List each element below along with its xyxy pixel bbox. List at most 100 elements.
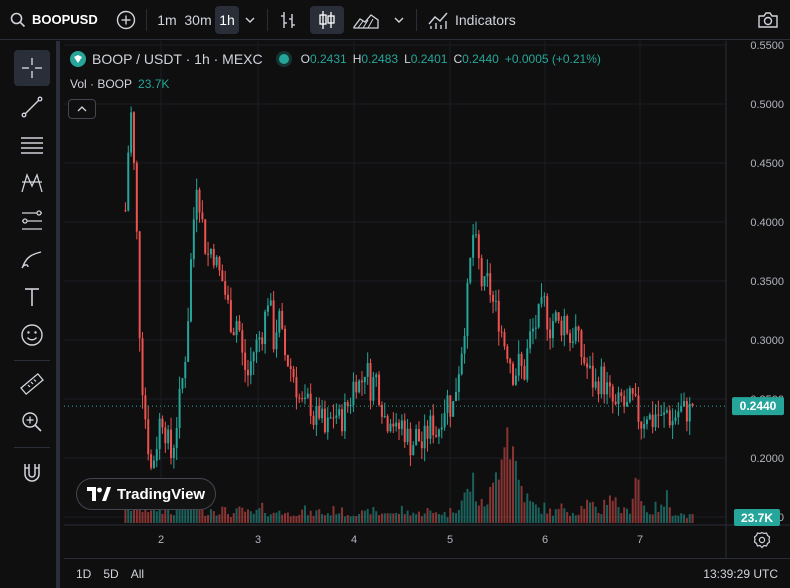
interval-1h[interactable]: 1h [215,5,239,34]
candle-body [164,427,167,444]
volume-bar [326,513,329,523]
volume-bar [648,514,651,523]
volume-bar [688,514,691,523]
magnet-tool[interactable] [14,455,50,491]
candle-body [628,388,631,402]
candle-body [580,330,583,358]
volume-bar [201,506,204,523]
chart-pane[interactable]: 0.55000.50000.45000.40000.35000.30000.25… [64,41,790,588]
pattern-tool[interactable] [14,165,50,201]
volume-bar [284,513,287,523]
range-5d-button[interactable]: 5D [103,566,119,581]
volume-bar [147,512,150,523]
volume-bar [588,502,591,523]
volume-bar [571,512,574,523]
compare-symbol-button[interactable] [112,6,140,34]
candle-body [298,397,301,399]
time-tick-label: 7 [637,534,643,546]
collapse-legend-button[interactable] [68,99,96,119]
volume-bar [215,515,218,523]
candle-body [534,327,537,329]
volume-bar [135,504,138,523]
volume-bar [683,514,686,523]
current-price-badge [732,397,784,416]
magnet-icon [24,464,40,482]
candle-body [640,421,643,429]
volume-bar [608,495,611,523]
candle-body [167,429,170,444]
candle-body [138,231,141,339]
volume-bar [227,514,230,523]
volume-bar [443,511,446,523]
candle-body [386,416,389,432]
volume-bar [258,508,261,523]
volume-bar [298,514,301,523]
candle-body [403,420,406,443]
volume-bar [398,513,401,523]
candle-body [229,300,232,333]
interval-1m[interactable]: 1m [157,11,177,28]
volume-bar [238,506,241,523]
symbol-search[interactable]: BOOPUSD [10,6,100,34]
utc-clock[interactable]: 13:39:29 UTC [703,566,778,581]
brush-tool[interactable] [14,241,50,277]
volume-bar [449,508,452,523]
volume-bar [606,504,609,523]
volume-bar [164,503,167,523]
brush-icon [21,251,42,269]
candle-body [626,401,629,407]
candle-body [540,297,543,304]
volume-bar [494,472,497,523]
volume-bar [301,509,304,523]
candle-body [321,408,324,419]
volume-bar [275,512,278,523]
trend-line-tool[interactable] [14,89,50,125]
candle-body [449,395,452,417]
tradingview-logo[interactable]: TradingView [76,478,217,510]
area-style-button[interactable] [350,6,382,34]
volume-bar [415,514,418,523]
crosshair-tool[interactable] [14,50,50,86]
volume-bar [417,511,420,523]
volume-bar [506,427,509,523]
volume-bar [440,514,443,523]
chart-type-dropdown[interactable] [388,6,410,34]
candle-body [150,454,153,468]
candle-body [252,352,255,362]
indicators-button[interactable]: Indicators [423,6,520,34]
candle-body [620,392,623,397]
measure-tool[interactable] [14,366,50,402]
candle-body [383,416,386,418]
interval-30m[interactable]: 30m [184,11,212,28]
zoom-tool[interactable] [14,404,50,440]
interval-dropdown[interactable] [239,6,261,34]
price-tick-label: 0.5500 [750,41,784,52]
emoji-tool[interactable] [14,317,50,353]
fib-tool[interactable] [14,127,50,163]
volume-bar [172,515,175,523]
candle-body [415,429,418,446]
range-all-button[interactable]: All [130,566,145,581]
candlestick-chart[interactable]: 0.55000.50000.45000.40000.35000.30000.25… [64,41,790,558]
volume-bar [124,502,127,523]
price-tick-label: 0.3500 [750,276,784,288]
prediction-tool[interactable] [14,203,50,239]
volume-bar [218,514,221,523]
bars-style-button[interactable] [274,6,302,34]
volume-bar [489,486,492,523]
candle-body [372,377,375,401]
candles-style-button[interactable] [310,5,344,34]
candle-body [583,357,586,364]
volume-bar [355,516,358,523]
time-tick-label: 3 [255,534,261,546]
candle-body [603,366,606,395]
ruler-icon [20,372,44,396]
volume-bar [292,515,295,523]
range-1d-button[interactable]: 1D [76,566,92,581]
candle-body [569,333,572,343]
text-tool[interactable] [14,279,50,315]
candle-body [446,395,449,413]
gear-icon[interactable] [753,531,771,549]
snapshot-button[interactable] [754,6,782,34]
candle-body [178,388,181,428]
